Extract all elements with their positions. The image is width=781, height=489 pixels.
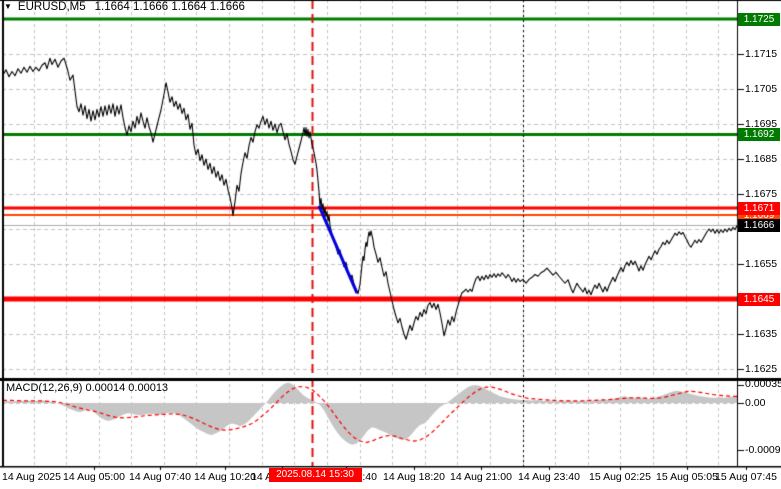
symbol-period-label: EURUSD,M5 — [17, 1, 86, 13]
price-axis-label: 1.1705 — [745, 82, 778, 95]
price-axis-label: 1.1635 — [745, 327, 778, 340]
macd-axis-label: 0.00 — [745, 396, 766, 409]
time-axis-label: 14 Aug 23:40 — [518, 471, 580, 483]
time-axis-label: 14 Aug 07:40 — [129, 471, 191, 483]
price-axis-label: 1.1715 — [745, 47, 778, 60]
price-axis-label: 1.1695 — [745, 117, 778, 130]
ohlc-quotes: 1.1664 1.1666 1.1664 1.1666 — [94, 1, 245, 13]
time-axis-label: 15 Aug 05:05 — [656, 471, 718, 483]
price-level-tag: 1.1666 — [738, 219, 780, 232]
macd-indicator-label: MACD(12,26,9) 0.00014 0.00013 — [6, 382, 169, 394]
time-axis-label: 14 Aug 05:00 — [63, 471, 125, 483]
price-level-tag: 1.1692 — [738, 128, 780, 141]
price-axis-label: 1.1655 — [745, 257, 778, 270]
price-axis-label: 1.1685 — [745, 152, 778, 165]
time-axis-label: 14 Aug 10:20 — [194, 471, 256, 483]
time-axis-label: 15 Aug 07:45 — [715, 471, 777, 483]
time-axis-label: 14 Aug 21:00 — [450, 471, 512, 483]
price-level-tag: 1.1671 — [738, 201, 780, 215]
macd-axis-label: -0.00092 — [745, 443, 781, 456]
macd-axis-label: 0.00035 — [745, 378, 781, 391]
time-marker-tag: 2025.08.14 15:30 — [268, 468, 362, 482]
time-axis-label: 14 Aug 18:20 — [383, 471, 445, 483]
time-axis-label: 15 Aug 02:25 — [589, 471, 651, 483]
price-axis-label: 1.1625 — [745, 362, 778, 375]
time-axis-label: 14 Aug 2025 — [2, 471, 61, 483]
price-level-tag: 1.1645 — [738, 292, 780, 306]
price-axis-label: 1.1675 — [745, 187, 778, 200]
collapse-chart-icon[interactable]: ▼ — [4, 2, 12, 11]
chart-header: ▼ EURUSD,M5 1.1664 1.1666 1.1664 1.1666 — [4, 1, 245, 13]
price-level-tag: 1.1725 — [738, 12, 780, 26]
